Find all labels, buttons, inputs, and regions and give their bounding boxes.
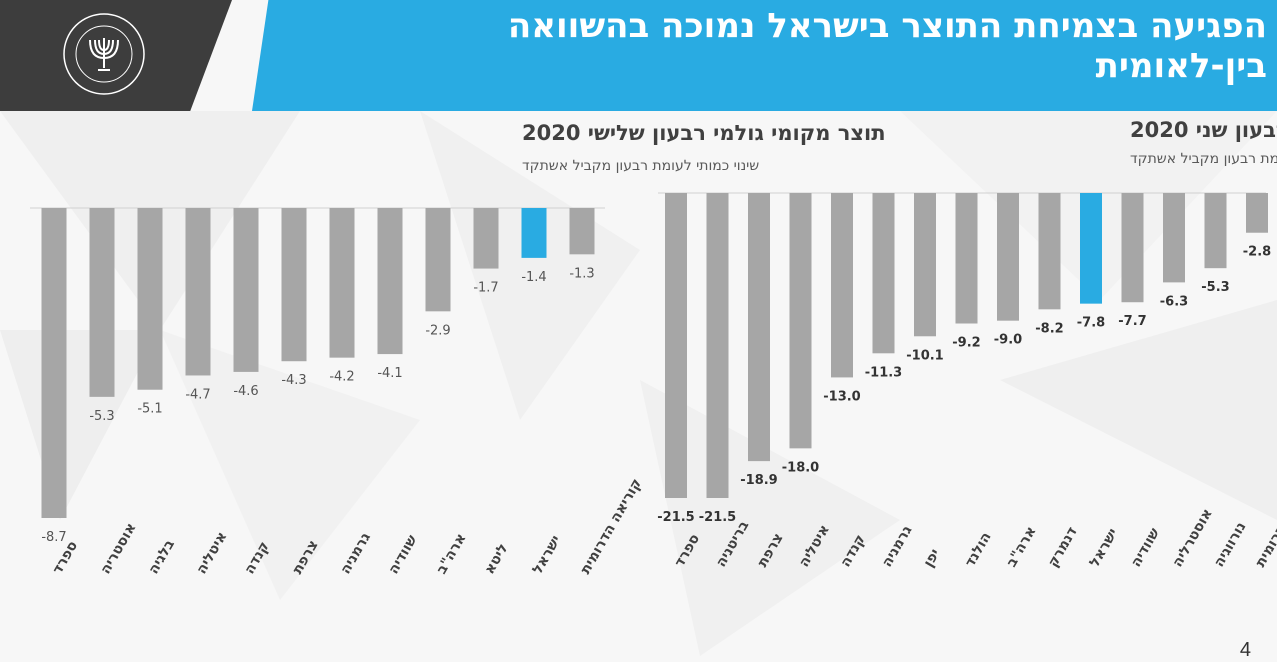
value-label: -18.0 [782,460,819,475]
bar-2 [137,208,163,390]
category-label: גרמניה [338,530,374,577]
value-label: -4.2 [329,370,354,385]
chart-title: תוצר מקומי גולמי רבעון שלישי 2020 [522,121,886,145]
value-label: -4.6 [233,384,258,399]
bar-1 [706,193,729,498]
bar-9 [1038,193,1061,310]
bar-13 [1204,193,1227,269]
bar-12 [1163,193,1185,283]
value-label: -5.3 [89,409,114,424]
bar-7 [955,193,978,324]
category-label: צרפת [290,538,322,577]
category-label: גרמניה [879,523,915,570]
value-label: -9.2 [952,336,980,351]
value-label: -5.1 [137,402,162,417]
value-label: -1.4 [521,270,546,285]
bank-of-israel-logo [63,13,145,95]
value-label: -2.8 [1243,245,1271,260]
value-label: -8.2 [1035,321,1063,336]
value-label: -1.3 [569,266,594,281]
bar-6 [914,193,936,337]
bar-11 [1121,193,1144,303]
category-label: דנמרק [1045,524,1081,570]
bar-5 [281,208,307,362]
value-label: -1.7 [473,281,498,296]
bar-1 [89,208,115,397]
bar-14 [1246,193,1268,233]
chart-subtitle: שינוי כמותי לעומת רבעון מקביל אשתקד [522,158,759,174]
bar-8 [997,193,1019,321]
category-label: שוודיה [386,532,421,577]
bar-0 [41,208,67,518]
category-label: קנדה [838,532,869,570]
category-label: הולנד [962,530,995,570]
value-label: -4.7 [185,387,210,402]
chart-subtitle: שינוי כמותי לעומת רבעון מקביל אשתקד [1130,151,1277,167]
value-label: -8.7 [41,530,66,545]
bar-3 [185,208,211,376]
category-label: שוודיה [1128,525,1163,570]
value-label: -21.5 [699,510,736,525]
category-label: ארה"ב [434,531,470,577]
bar-4 [831,193,853,378]
bar-10 [1080,193,1102,304]
chart-title: תוצר מקומי גולמי רבעון שני 2020 [1130,118,1277,142]
category-label: אוסטריה [98,520,140,577]
bar-6 [329,208,355,358]
bar-11 [569,208,595,255]
category-label: יפן [921,546,944,570]
category-label: בלגיה [146,537,178,577]
category-label: אוסטרליה [1170,506,1216,570]
value-label: -10.1 [906,348,943,363]
bar-8 [425,208,451,312]
value-label: -7.8 [1077,316,1105,331]
bar-0 [665,193,687,498]
category-label: ארה"ב [1004,524,1040,570]
category-label: קנדה [242,539,273,577]
category-label: ספרד [672,531,704,570]
logo-panel [0,0,232,111]
page-title: הפגיעה בצמיחת התוצר בישראל נמוכה בהשוואה… [507,6,1267,86]
category-label: איטליה [796,522,833,570]
category-label: איטליה [194,529,231,577]
value-label: -6.3 [1160,294,1188,309]
value-label: -4.3 [281,373,306,388]
category-label: ליטא [482,541,512,577]
category-label: צרפת [755,531,787,570]
category-label: בריטניה [713,518,752,570]
value-label: -4.1 [377,366,402,381]
bar-5 [872,193,895,354]
bar-3 [789,193,812,449]
category-label: נורווגיה [1211,519,1249,570]
value-label: -7.7 [1118,314,1146,329]
title-banner: הפגיעה בצמיחת התוצר בישראל נמוכה בהשוואה… [252,0,1277,111]
value-label: -5.3 [1201,280,1229,295]
value-label: -2.9 [425,323,450,338]
bar-7 [377,208,403,355]
category-label: ישראל [530,533,565,577]
bar-2 [748,193,770,462]
chart-q2: תוצר מקומי גולמי רבעון שני 2020 שינוי כמו… [657,118,1277,570]
category-label: קוריאה הדרומית [1253,469,1277,570]
bar-9 [473,208,499,269]
category-label: קוריאה הדרומית [578,476,645,577]
bar-4 [233,208,259,372]
value-label: -11.3 [865,365,902,380]
page-number: 4 [1239,639,1251,661]
value-label: -9.0 [994,333,1022,348]
menorah-icon [89,38,119,71]
category-label: ישראל [1087,526,1122,570]
value-label: -21.5 [657,510,694,525]
bar-10 [521,208,547,258]
value-label: -13.0 [823,389,860,404]
value-label: -18.9 [740,473,777,488]
